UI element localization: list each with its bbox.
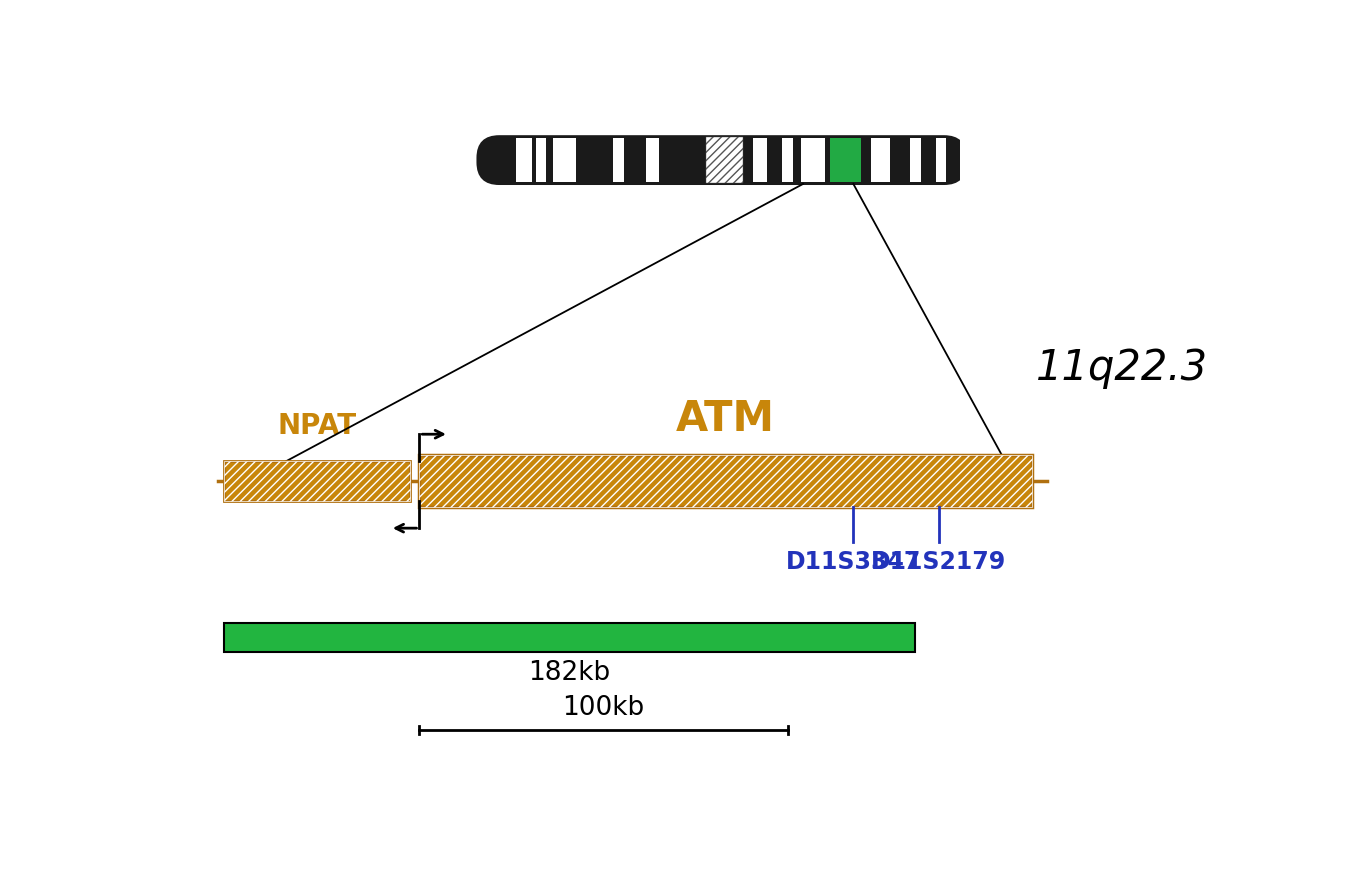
Bar	[1067, 138, 1080, 182]
Bar	[223, 623, 916, 652]
Bar	[802, 138, 825, 182]
Bar	[829, 138, 861, 182]
Bar	[223, 461, 410, 501]
Bar	[536, 138, 547, 182]
Bar	[840, 138, 851, 182]
FancyBboxPatch shape	[477, 136, 965, 184]
Bar	[517, 138, 532, 182]
Text: 182kb: 182kb	[529, 660, 611, 686]
Bar	[706, 137, 743, 183]
Bar	[647, 138, 659, 182]
Bar	[1021, 138, 1045, 182]
Bar	[706, 137, 743, 183]
Text: D11S3347: D11S3347	[786, 550, 921, 573]
Bar	[960, 138, 978, 182]
Text: ATM: ATM	[676, 397, 775, 440]
Text: NPAT: NPAT	[277, 412, 356, 440]
Bar	[910, 138, 921, 182]
Bar	[613, 138, 624, 182]
Text: D11S2179: D11S2179	[871, 550, 1006, 573]
Bar	[420, 455, 1031, 507]
Bar	[781, 138, 792, 182]
Text: 100kb: 100kb	[562, 695, 644, 720]
Bar	[553, 138, 576, 182]
Text: 11q22.3: 11q22.3	[1035, 347, 1208, 389]
Bar	[935, 138, 946, 182]
Bar	[420, 455, 1031, 507]
Bar	[991, 138, 1002, 182]
Bar	[754, 138, 768, 182]
Bar	[871, 138, 890, 182]
Bar	[223, 461, 410, 501]
